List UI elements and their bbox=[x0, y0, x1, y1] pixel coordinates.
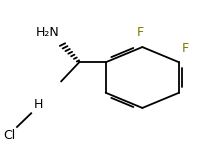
Text: Cl: Cl bbox=[3, 129, 15, 142]
Text: F: F bbox=[182, 42, 189, 55]
Text: F: F bbox=[137, 27, 144, 39]
Text: H₂N: H₂N bbox=[35, 27, 59, 39]
Text: H: H bbox=[34, 98, 43, 111]
